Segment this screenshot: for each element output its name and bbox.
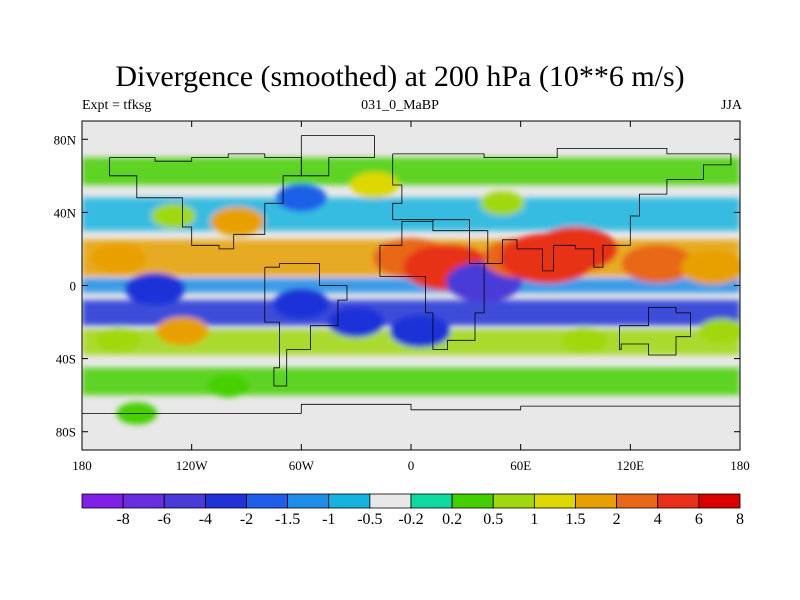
colorbar-label: -6 [158,511,171,528]
run-label: 031_0_MaBP [361,98,439,113]
colorbar-swatch [492,493,535,509]
experiment-label: Expt = tfksg [82,98,152,113]
colorbar-label: -0.5 [357,511,382,528]
colorbar-label: 1.5 [566,511,586,528]
colorbar-label: 0.5 [483,511,503,528]
colorbar-swatch [657,493,700,509]
divergence-feature [207,374,250,398]
coastline [82,403,740,450]
x-tick-label: 180 [730,458,750,473]
season-label: JJA [720,98,742,113]
colorbar-swatch [246,493,289,509]
divergence-feature [276,184,327,212]
colorbar-swatch [81,493,124,509]
colorbar-swatch [616,493,659,509]
colorbar-label: 6 [695,511,703,528]
divergence-feature [480,191,525,216]
colorbar-swatch [533,493,576,509]
colorbar-label: -0.2 [398,511,423,528]
x-tick-label: 60W [289,458,315,473]
colorbar-swatch [410,493,453,509]
coastline [109,153,302,250]
divergence-feature [95,327,142,353]
divergence-feature [151,204,196,229]
divergence-feature [156,317,209,346]
colorbar-swatch [698,493,741,509]
divergence-feature [273,288,330,319]
colorbar-swatch [451,493,494,509]
colorbar-swatch [328,493,371,509]
zonal-band [82,278,740,293]
zonal-band [82,157,740,185]
divergence-feature [210,207,265,236]
colorbar-label: -2 [240,511,253,528]
x-tick-label: 180 [72,458,92,473]
colorbar-label: 1 [530,511,538,528]
y-tick-label: 0 [70,279,77,294]
coastline [379,219,503,350]
colorbar-label: 2 [613,511,621,528]
y-tick-label: 80S [56,425,76,440]
x-tick-label: 0 [408,458,415,473]
divergence-feature [125,273,186,306]
y-tick-label: 40N [54,205,77,220]
colorbar-label: 8 [736,511,744,528]
chart-title: Divergence (smoothed) at 200 hPa (10**6 … [115,60,685,93]
colorbar-label: 4 [654,511,662,528]
y-tick-label: 40S [56,352,76,367]
divergence-feature [561,327,608,353]
colorbar-label: -1.5 [275,511,300,528]
x-tick-label: 120E [617,458,645,473]
zonal-band [82,367,740,396]
x-tick-label: 120W [176,458,209,473]
colorbar-swatch [575,493,618,509]
divergence-feature [90,243,147,274]
colorbar-swatch [122,493,165,509]
colorbar-swatch [204,493,247,509]
colorbar-label: 0.2 [442,511,462,528]
divergence-feature [390,315,451,348]
colorbar-label: -1 [322,511,335,528]
divergence-feature [621,244,694,283]
colorbar-label: -4 [199,511,212,528]
coastline [619,307,691,356]
divergence-feature [350,171,399,198]
divergence-feature [328,307,385,338]
colorbar-swatch [369,493,412,509]
colorbar-label: -8 [116,511,129,528]
coastline [264,263,348,387]
colorbar-swatch [163,493,206,509]
divergence-feature [698,318,740,344]
x-tick-label: 60E [510,458,531,473]
coastline [300,135,375,177]
divergence-feature [680,250,740,285]
colorbar-swatch [287,493,330,509]
y-tick-label: 80N [54,132,77,147]
